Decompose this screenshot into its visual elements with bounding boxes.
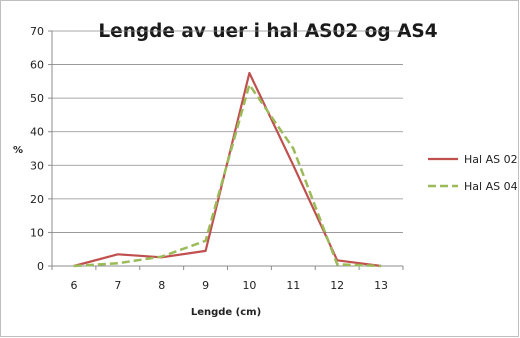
x-tick-label-13: 13 [374,279,388,292]
y-tick-label-40: 40 [30,126,44,139]
y-tick-label-70: 70 [30,25,44,38]
legend-label-2: Hal AS 04 [464,180,518,193]
x-tick-label-8: 8 [158,279,165,292]
x-tick-label-9: 9 [202,279,209,292]
y-tick-label-50: 50 [30,92,44,105]
x-axis-ticks: 6 7 8 9 10 11 12 13 [51,266,404,292]
y-tick-label-30: 30 [30,159,44,172]
x-tick-label-6: 6 [70,279,77,292]
chart-title: Lengde av uer i hal AS02 og AS4 [98,21,437,42]
x-tick-label-7: 7 [114,279,121,292]
y-axis-label: % [13,145,23,156]
series-line-2 [73,83,382,268]
y-tick-label-0: 0 [37,260,44,273]
y-tick-label-10: 10 [30,226,44,239]
x-tick-label-12: 12 [330,279,344,292]
x-tick-label-11: 11 [286,279,300,292]
gridlines [52,30,403,233]
legend-label-1: Hal AS 02 [464,153,518,166]
x-tick-label-10: 10 [242,279,256,292]
series-layer [73,71,382,268]
y-tick-label-60: 60 [30,59,44,72]
y-axis-ticks: 0 10 20 30 40 50 60 70 [30,25,52,273]
axes [51,31,403,267]
legend: Hal AS 02 Hal AS 04 [428,153,518,193]
y-tick-label-20: 20 [30,193,44,206]
series-line-1 [73,71,382,268]
x-axis-label: Lengde (cm) [191,307,261,318]
